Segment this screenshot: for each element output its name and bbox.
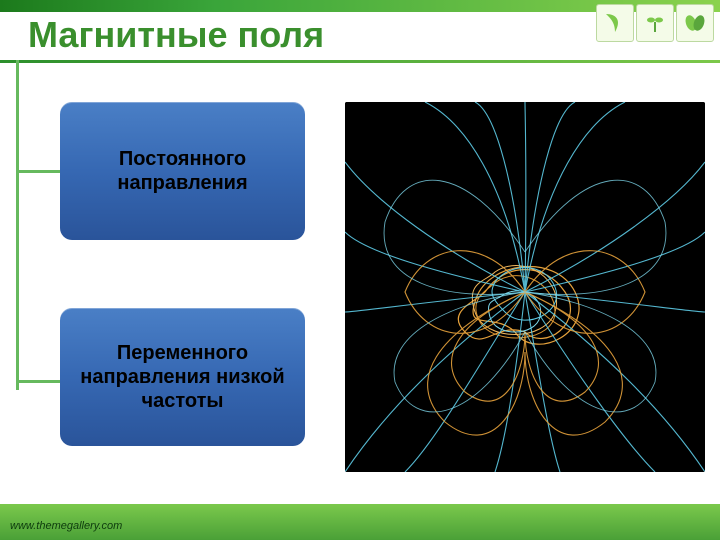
connector-vertical bbox=[16, 60, 19, 390]
footer-url: www.themegallery.com bbox=[10, 520, 122, 532]
page-title: Магнитные поля bbox=[28, 14, 324, 56]
leaf-icon bbox=[596, 4, 634, 42]
card-constant-direction: Постоянного направления bbox=[60, 102, 305, 240]
card-alternating-low-freq: Переменного направления низкой частоты bbox=[60, 308, 305, 446]
magnetic-field-image bbox=[345, 102, 705, 472]
connector-horizontal-1 bbox=[16, 170, 61, 173]
photo-strip bbox=[596, 4, 714, 42]
card-text: Переменного направления низкой частоты bbox=[70, 341, 295, 413]
sprout-icon bbox=[636, 4, 674, 42]
leaves-icon bbox=[676, 4, 714, 42]
card-text: Постоянного направления bbox=[70, 147, 295, 195]
title-underline bbox=[0, 60, 720, 63]
connector-horizontal-2 bbox=[16, 380, 61, 383]
